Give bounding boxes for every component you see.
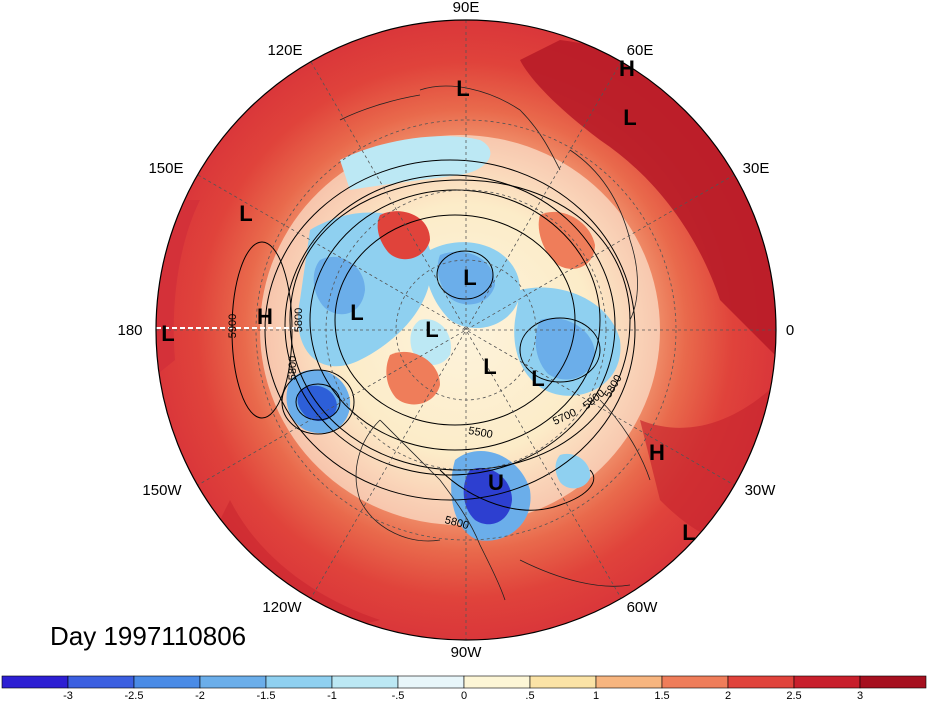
colorbar-swatch <box>397 675 465 689</box>
colorbar-swatch <box>67 675 135 689</box>
colorbar-swatch <box>463 675 531 689</box>
pressure-center-label: L <box>531 366 544 391</box>
pressure-center-label: L <box>623 105 636 130</box>
lon-label-60e: 60E <box>627 42 654 59</box>
pressure-center-label: H <box>257 304 273 329</box>
lon-label-120e: 120E <box>267 42 302 59</box>
contour-label: 5900 <box>227 314 239 338</box>
colorbar-tick-label: 1.5 <box>654 690 669 702</box>
lon-label-30e: 30E <box>743 160 770 177</box>
colorbar-swatch <box>331 675 399 689</box>
pressure-center-label: H <box>619 56 635 81</box>
pressure-center-label: L <box>456 76 469 101</box>
contour-label: 5800 <box>293 308 305 332</box>
pressure-center-label: L <box>682 520 695 545</box>
colorbar-swatch <box>133 675 201 689</box>
colorbar-tick-label: -.5 <box>392 690 405 702</box>
pressure-center-label: L <box>350 300 363 325</box>
pressure-center-label: H <box>649 440 665 465</box>
lon-label-180: 180 <box>117 322 142 339</box>
map-border <box>155 19 777 641</box>
colorbar-tick-label: -1 <box>327 690 337 702</box>
colorbar: -3 -2.5 -2 -1.5 -1 -.5 0 .5 1 1.5 2 2.5 3 <box>1 675 927 702</box>
colorbar-swatch <box>859 675 927 689</box>
lon-label-90e: 90E <box>453 0 480 16</box>
pressure-center-label: L <box>239 201 252 226</box>
graticule <box>156 20 776 640</box>
colorbar-tick-label: -2.5 <box>125 690 144 702</box>
longitude-labels: 90E 60E 30E 0 30W 60W 90W 120W 150W 180 … <box>117 0 794 661</box>
lon-label-150w: 150W <box>142 482 182 499</box>
colorbar-swatch <box>661 675 729 689</box>
colorbar-tick-label: -2 <box>195 690 205 702</box>
pressure-center-label: U <box>488 470 504 495</box>
colorbar-swatch <box>727 675 795 689</box>
lon-label-150e: 150E <box>148 160 183 177</box>
contour-label: 5500 <box>467 425 493 441</box>
pressure-center-label: L <box>463 265 476 290</box>
colorbar-tick-label: 1 <box>593 690 599 702</box>
contour-label: 5800 <box>287 356 299 380</box>
lon-label-60w: 60W <box>627 599 659 616</box>
pressure-center-label: L <box>483 354 496 379</box>
colorbar-swatch <box>793 675 861 689</box>
colorbar-swatch <box>1 675 69 689</box>
lon-label-0: 0 <box>786 322 794 339</box>
colorbar-tick-label: 2 <box>725 690 731 702</box>
lon-label-30w: 30W <box>745 482 777 499</box>
lon-label-120w: 120W <box>262 599 302 616</box>
pressure-center-label: L <box>161 321 174 346</box>
lon-label-90w: 90W <box>451 644 483 661</box>
colorbar-tick-label: 2.5 <box>786 690 801 702</box>
coastlines <box>339 85 651 601</box>
pressure-center-label: L <box>425 317 438 342</box>
pressure-centers: L H L L L H L L L L L U H L <box>161 56 695 545</box>
colorbar-tick-label: 0 <box>461 690 467 702</box>
colorbar-tick-label: .5 <box>525 690 534 702</box>
colorbar-tick-label: 3 <box>857 690 863 702</box>
colorbar-swatch <box>265 675 333 689</box>
colorbar-swatch <box>595 675 663 689</box>
colorbar-swatch <box>529 675 597 689</box>
day-label: Day 1997110806 <box>50 621 246 651</box>
colorbar-tick-label: -3 <box>63 690 73 702</box>
colorbar-swatch <box>199 675 267 689</box>
colorbar-tick-label: -1.5 <box>257 690 276 702</box>
